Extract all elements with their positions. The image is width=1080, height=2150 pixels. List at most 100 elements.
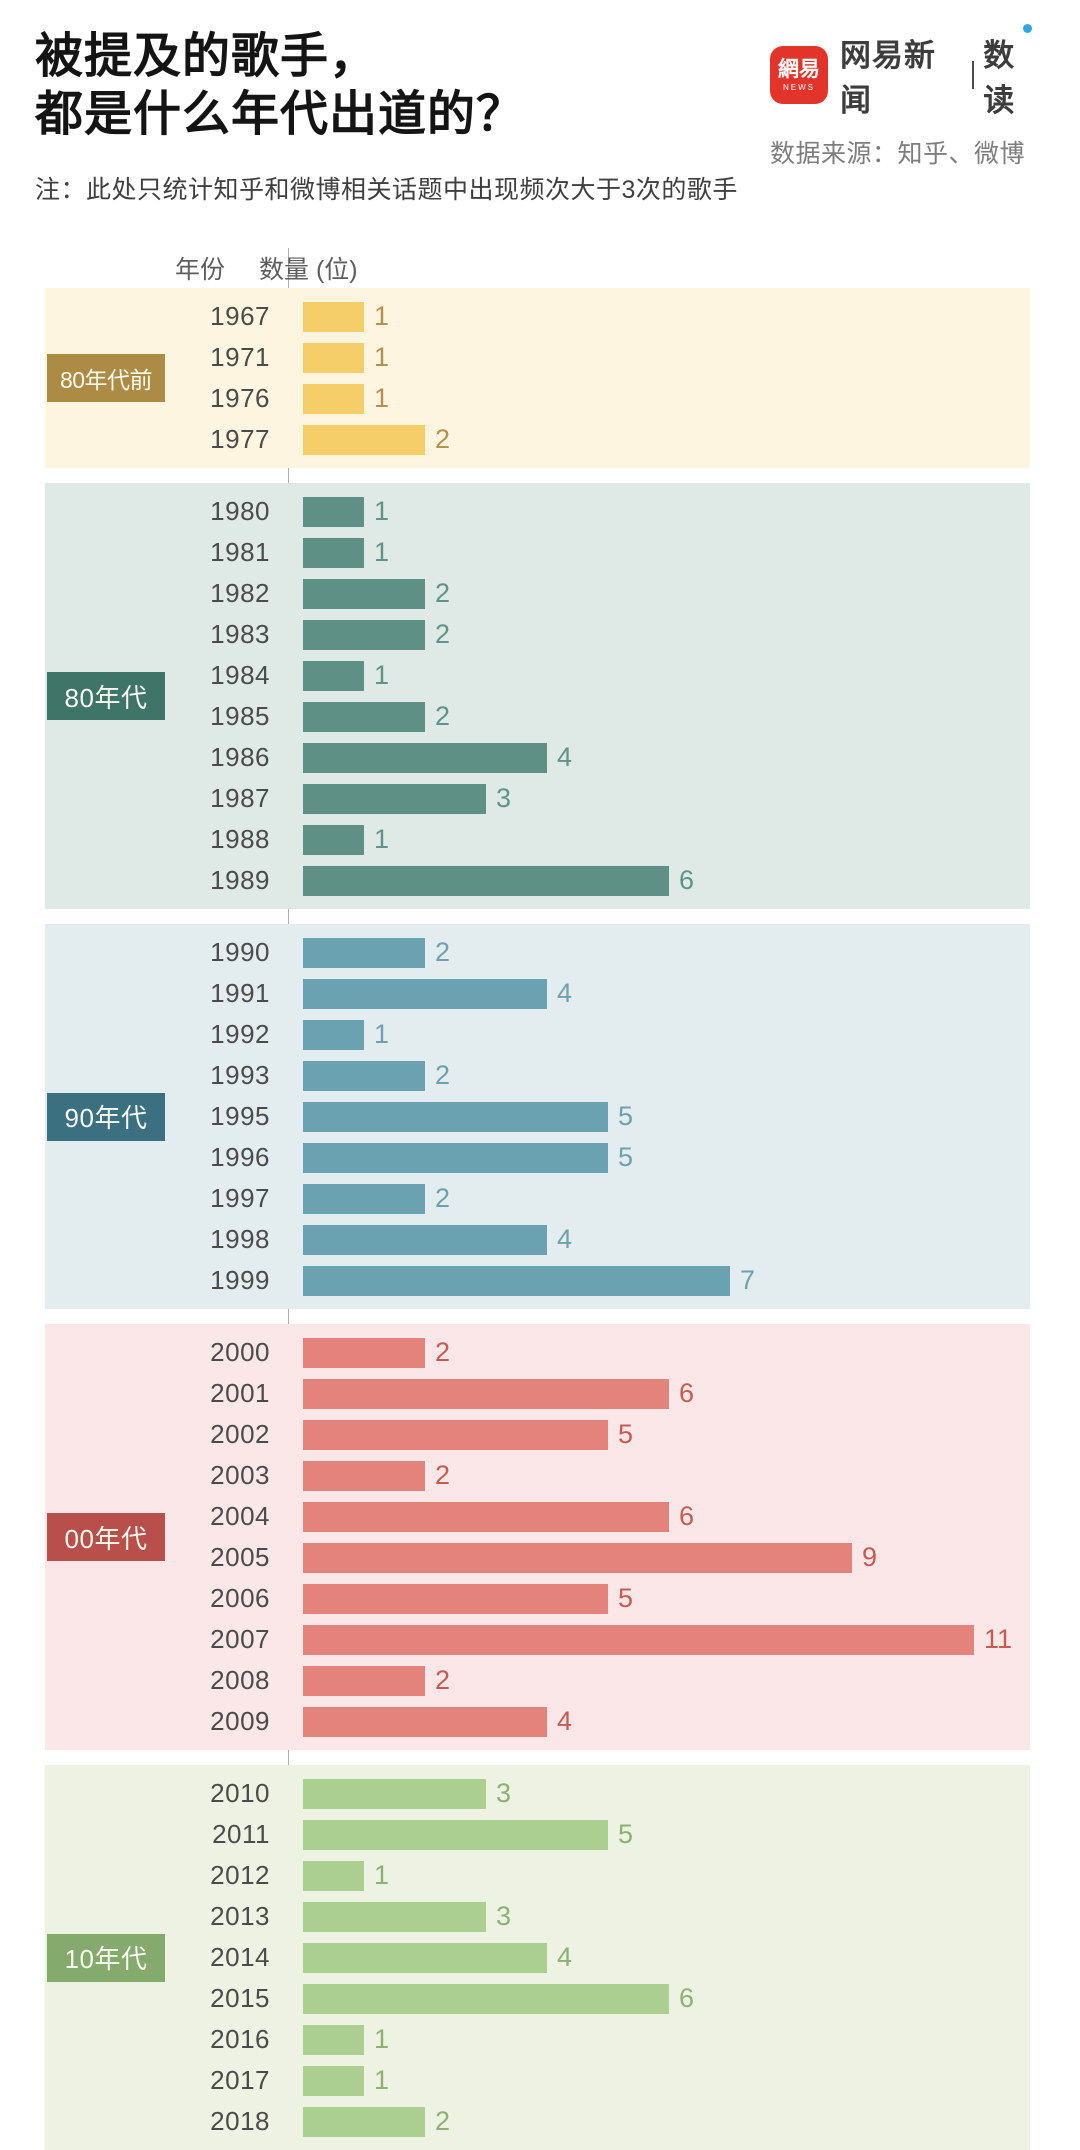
chart-row: 2015 6: [45, 1978, 1030, 2019]
decade-panel-0: 80年代前 1967 1 1971 1 1976 1 1977 2: [45, 288, 1030, 469]
brand-product: 数读: [983, 38, 1016, 118]
bar: [303, 1265, 730, 1296]
bar: [303, 1019, 364, 1050]
bar: [303, 1583, 608, 1614]
bar: [303, 1460, 425, 1491]
chart-row: 1977 2: [45, 419, 1030, 460]
value-label: 2: [435, 1665, 451, 1696]
chart-row: 1986 4: [45, 737, 1030, 778]
bar: [303, 1224, 547, 1255]
chart-row: 2002 5: [45, 1414, 1030, 1455]
bar: [303, 1665, 425, 1696]
bar: [303, 578, 425, 609]
bar: [303, 701, 425, 732]
decade-panel-3: 00年代 2000 2 2001 6 2002 5 2003 2 2004 6 2005 9 2006 5 2…: [45, 1324, 1030, 1751]
bar: [303, 1501, 669, 1532]
chart-row: 1992 1: [45, 1014, 1030, 1055]
bar: [303, 937, 425, 968]
value-label: 1: [374, 537, 390, 568]
value-label: 1: [374, 2024, 390, 2055]
year-label: 1991: [210, 978, 270, 1009]
value-label: 2: [435, 1337, 451, 1368]
chart-row: 2009 4: [45, 1701, 1030, 1742]
bar: [303, 2065, 364, 2096]
year-label: 1989: [210, 865, 270, 896]
value-label: 6: [679, 865, 695, 896]
decade-badge-3: 00年代: [47, 1513, 165, 1562]
year-label: 2010: [210, 1778, 270, 1809]
year-label: 1997: [210, 1183, 270, 1214]
year-label: 1988: [210, 824, 270, 855]
value-label: 2: [435, 578, 451, 609]
bar: [303, 1142, 608, 1173]
page-title: 被提及的歌手， 都是什么年代出道的？: [35, 28, 1045, 144]
year-label: 1983: [210, 619, 270, 650]
value-label: 1: [374, 496, 390, 527]
page-header: 被提及的歌手， 都是什么年代出道的？ 網易 NEWS 网易新闻 数读 数据来源：…: [0, 0, 1080, 206]
year-label: 2012: [210, 1860, 270, 1891]
brand-row: 網易 NEWS 网易新闻 数读: [770, 24, 1045, 120]
bar: [303, 424, 425, 455]
value-label: 6: [679, 1983, 695, 2014]
bar: [303, 660, 364, 691]
chart-row: 1985 2: [45, 696, 1030, 737]
value-label: 2: [435, 424, 451, 455]
bar: [303, 1860, 364, 1891]
chart-row: 2012 1: [45, 1855, 1030, 1896]
year-label: 1996: [210, 1142, 270, 1173]
value-label: 5: [618, 1142, 634, 1173]
value-label: 2: [435, 701, 451, 732]
value-label: 2: [435, 619, 451, 650]
value-label: 7: [740, 1265, 756, 1296]
year-label: 2016: [210, 2024, 270, 2055]
brand-separator: [972, 61, 975, 89]
bar: [303, 1983, 669, 2014]
chart-row: 2011 5: [45, 1814, 1030, 1855]
year-label: 2009: [210, 1706, 270, 1737]
brand-text: 网易新闻 数读: [840, 24, 1045, 120]
shudu-dot-icon: [1022, 24, 1032, 33]
chart: 年份 数量 (位) 80年代前 1967 1 1971 1 1976 1 1977 2 80年代 1…: [0, 248, 1080, 2150]
year-label: 1967: [210, 301, 270, 332]
value-label: 6: [679, 1501, 695, 1532]
bar: [303, 783, 486, 814]
year-label: 2013: [210, 1901, 270, 1932]
year-label: 1985: [210, 701, 270, 732]
column-header-count: 数量 (位): [259, 256, 358, 285]
bar: [303, 301, 364, 332]
chart-row: 2018 2: [45, 2101, 1030, 2142]
value-label: 4: [557, 1224, 573, 1255]
year-label: 2001: [210, 1378, 270, 1409]
chart-row: 1997 2: [45, 1178, 1030, 1219]
chart-row: 1998 4: [45, 1219, 1030, 1260]
value-label: 2: [435, 1060, 451, 1091]
value-label: 3: [496, 1901, 512, 1932]
chart-row: 2003 2: [45, 1455, 1030, 1496]
decade-badge-2: 90年代: [47, 1092, 165, 1141]
year-label: 2005: [210, 1542, 270, 1573]
bar: [303, 1819, 608, 1850]
value-label: 1: [374, 660, 390, 691]
bar: [303, 2024, 364, 2055]
bar: [303, 1624, 974, 1655]
chart-row: 2006 5: [45, 1578, 1030, 1619]
bar: [303, 865, 669, 896]
chart-note: 注：此处只统计知乎和微博相关话题中出现频次大于3次的歌手: [35, 176, 738, 205]
chart-row: 2001 6: [45, 1373, 1030, 1414]
value-label: 11: [984, 1624, 1013, 1655]
value-label: 1: [374, 2065, 390, 2096]
year-label: 1993: [210, 1060, 270, 1091]
value-label: 9: [862, 1542, 878, 1573]
bar: [303, 1419, 608, 1450]
decade-panel-4: 10年代 2010 3 2011 5 2012 1 2013 3 2014 4 2015 6 2016 1 2…: [45, 1765, 1030, 2150]
decade-badge-4: 10年代: [47, 1933, 165, 1982]
chart-row: 1976 1: [45, 378, 1030, 419]
chart-row: 1980 1: [45, 491, 1030, 532]
value-label: 1: [374, 824, 390, 855]
value-label: 4: [557, 978, 573, 1009]
chart-row: 1999 7: [45, 1260, 1030, 1301]
chart-row: 2004 6: [45, 1496, 1030, 1537]
value-label: 2: [435, 937, 451, 968]
year-label: 1995: [210, 1101, 270, 1132]
chart-row: 1982 2: [45, 573, 1030, 614]
